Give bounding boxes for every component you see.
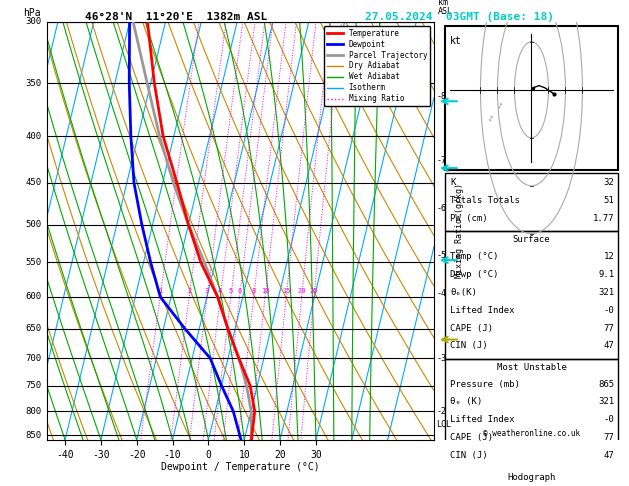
Bar: [445, 359, 618, 469]
Text: Hodograph: Hodograph: [507, 473, 555, 482]
Text: 47: 47: [604, 342, 615, 350]
Text: 1: 1: [158, 288, 162, 294]
Text: 865: 865: [598, 380, 615, 388]
Text: CAPE (J): CAPE (J): [450, 434, 493, 442]
Text: 4: 4: [218, 288, 223, 294]
Text: ↕: ↕: [484, 114, 494, 125]
Text: Lifted Index: Lifted Index: [450, 306, 515, 314]
Text: Mixing Ratio (g/kg): Mixing Ratio (g/kg): [455, 183, 464, 278]
Text: 550: 550: [25, 258, 42, 267]
Text: 400: 400: [25, 132, 42, 140]
Text: 20: 20: [298, 288, 306, 294]
Bar: [445, 173, 618, 231]
Text: -5: -5: [436, 251, 446, 260]
Text: 1.77: 1.77: [593, 214, 615, 223]
Text: CIN (J): CIN (J): [450, 451, 488, 460]
Text: -8: -8: [436, 92, 446, 101]
Text: 10: 10: [261, 288, 269, 294]
Text: -2: -2: [436, 407, 446, 416]
Text: Most Unstable: Most Unstable: [496, 364, 566, 372]
Text: © weatheronline.co.uk: © weatheronline.co.uk: [483, 429, 580, 438]
Text: kt: kt: [450, 36, 462, 47]
Text: Pressure (mb): Pressure (mb): [450, 380, 520, 388]
Text: 800: 800: [25, 407, 42, 416]
Text: 650: 650: [25, 324, 42, 333]
Text: 5: 5: [229, 288, 233, 294]
Text: CIN (J): CIN (J): [450, 342, 488, 350]
Text: 47: 47: [604, 451, 615, 460]
X-axis label: Dewpoint / Temperature (°C): Dewpoint / Temperature (°C): [162, 462, 320, 472]
Text: θₑ(K): θₑ(K): [450, 288, 477, 296]
Text: K: K: [450, 178, 455, 187]
Text: 321: 321: [598, 398, 615, 406]
Text: 2: 2: [187, 288, 191, 294]
Text: Surface: Surface: [513, 235, 550, 244]
Text: Temp (°C): Temp (°C): [450, 252, 499, 260]
Bar: [445, 26, 618, 170]
Bar: [445, 469, 618, 486]
Bar: [445, 231, 618, 359]
Text: -4: -4: [436, 289, 446, 298]
Text: 500: 500: [25, 220, 42, 229]
Text: Lifted Index: Lifted Index: [450, 416, 515, 424]
Text: 350: 350: [25, 79, 42, 87]
Text: 25: 25: [309, 288, 318, 294]
Text: 6: 6: [238, 288, 242, 294]
Text: 3: 3: [205, 288, 209, 294]
Text: hPa: hPa: [23, 8, 40, 17]
Text: 77: 77: [604, 434, 615, 442]
Text: -0: -0: [604, 306, 615, 314]
Text: -3: -3: [436, 354, 446, 363]
Text: -7: -7: [436, 156, 446, 165]
Text: 27.05.2024  03GMT (Base: 18): 27.05.2024 03GMT (Base: 18): [365, 12, 554, 22]
Text: 850: 850: [25, 431, 42, 440]
Text: Totals Totals: Totals Totals: [450, 196, 520, 205]
Text: 450: 450: [25, 178, 42, 187]
Text: PW (cm): PW (cm): [450, 214, 488, 223]
Text: -6: -6: [436, 204, 446, 213]
Text: ↕: ↕: [494, 102, 504, 113]
Text: LCL: LCL: [436, 420, 451, 429]
Text: 51: 51: [604, 196, 615, 205]
Text: 600: 600: [25, 293, 42, 301]
Text: -0: -0: [604, 416, 615, 424]
Text: 8: 8: [252, 288, 256, 294]
Text: 750: 750: [25, 381, 42, 390]
Text: 9.1: 9.1: [598, 270, 615, 278]
Text: 46°28'N  11°20'E  1382m ASL: 46°28'N 11°20'E 1382m ASL: [85, 12, 267, 22]
Text: CAPE (J): CAPE (J): [450, 324, 493, 332]
Text: 12: 12: [604, 252, 615, 260]
Text: θₑ (K): θₑ (K): [450, 398, 482, 406]
Text: Dewp (°C): Dewp (°C): [450, 270, 499, 278]
Text: 321: 321: [598, 288, 615, 296]
Text: 32: 32: [604, 178, 615, 187]
Text: 77: 77: [604, 324, 615, 332]
Text: 300: 300: [25, 17, 42, 26]
Text: 15: 15: [282, 288, 291, 294]
Text: 700: 700: [25, 354, 42, 363]
Legend: Temperature, Dewpoint, Parcel Trajectory, Dry Adiabat, Wet Adiabat, Isotherm, Mi: Temperature, Dewpoint, Parcel Trajectory…: [324, 26, 430, 106]
Text: km
ASL: km ASL: [438, 0, 453, 16]
